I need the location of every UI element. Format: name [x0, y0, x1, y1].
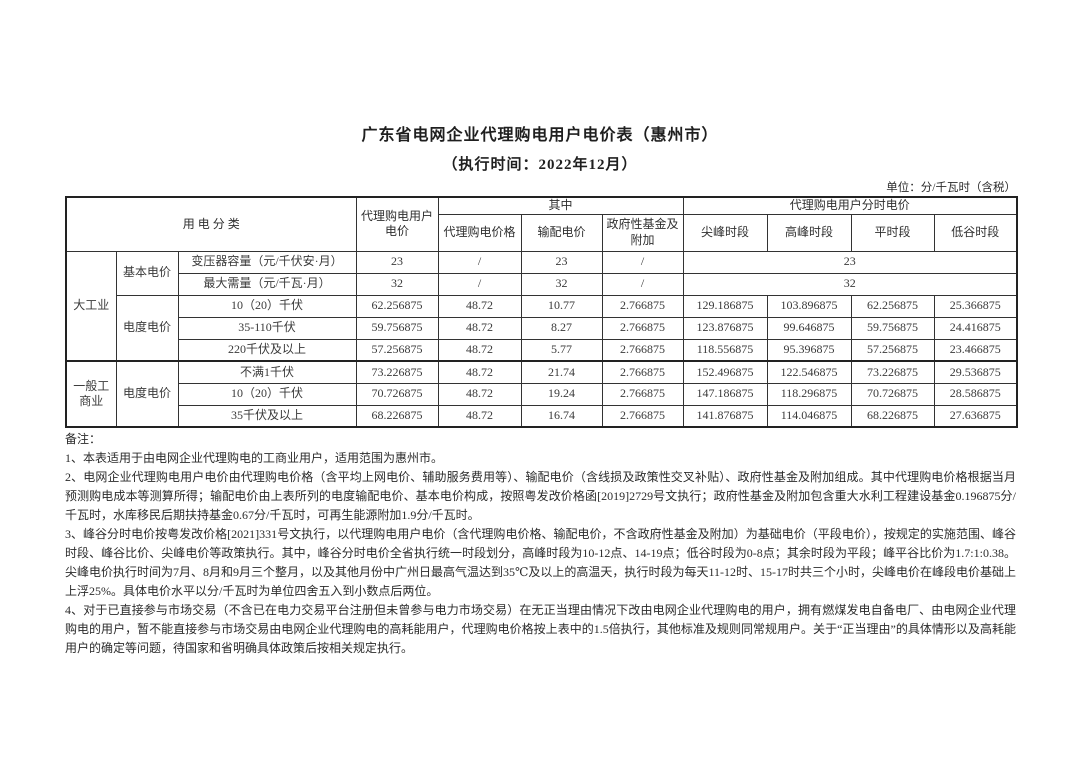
cell-sharp: 129.186875 [682, 294, 768, 318]
cell-fund: 2.766875 [601, 294, 684, 318]
cell-valley: 24.416875 [933, 316, 1018, 340]
cell-transmission: 10.77 [520, 294, 603, 318]
header-transmission-price: 输配电价 [520, 213, 603, 252]
price-table: 用 电 分 类 代理购电用户电价 其中 代理购电用户分时电价 代理购电价格 输配… [65, 196, 1019, 429]
cell-peak: 103.896875 [766, 294, 852, 318]
cell-flat: 68.226875 [850, 404, 935, 428]
cell-price: 70.726875 [355, 382, 439, 406]
cell-price: 57.256875 [355, 338, 439, 362]
cell-peak: 118.296875 [766, 382, 852, 406]
header-agency-price: 代理购电价格 [437, 213, 522, 252]
cell-flat: 59.756875 [850, 316, 935, 340]
notes-section: 备注： 1、本表适用于由电网企业代理购电的工商业用户，适用范围为惠州市。 2、电… [65, 430, 1016, 658]
notes-label: 备注： [65, 432, 102, 446]
note-item-3: 3、峰谷分时电价按粤发改价格[2021]331号文执行，以代理购电用户电价（含代… [65, 527, 1016, 598]
cell-flat: 70.726875 [850, 382, 935, 406]
cell-tou-merged: 23 [682, 250, 1018, 274]
cell-sharp: 141.876875 [682, 404, 768, 428]
cell-price: 62.256875 [355, 294, 439, 318]
cell-item: 35-110千伏 [177, 316, 357, 340]
cell-valley: 28.586875 [933, 382, 1018, 406]
cell-item: 35千伏及以上 [177, 404, 357, 428]
cell-sharp: 118.556875 [682, 338, 768, 362]
cell-peak: 95.396875 [766, 338, 852, 362]
cell-sharp: 123.876875 [682, 316, 768, 340]
note-item-1: 1、本表适用于由电网企业代理购电的工商业用户，适用范围为惠州市。 [65, 451, 444, 465]
cell-valley: 25.366875 [933, 294, 1018, 318]
cell-fund: 2.766875 [601, 338, 684, 362]
cell-valley: 27.636875 [933, 404, 1018, 428]
cell-item: 10（20）千伏 [177, 382, 357, 406]
page-subtitle: （执行时间：2022年12月） [442, 157, 638, 173]
cell-item: 变压器容量（元/千伏安·月） [177, 250, 357, 274]
cell-price: 73.226875 [355, 360, 439, 384]
cell-item: 不满1千伏 [177, 360, 357, 384]
header-gov-fund: 政府性基金及附加 [601, 213, 684, 252]
header-tou: 代理购电用户分时电价 [682, 196, 1018, 215]
cell-transmission: 16.74 [520, 404, 603, 428]
cell-transmission: 8.27 [520, 316, 603, 340]
cell-price: 23 [355, 250, 439, 274]
cell-peak: 122.546875 [766, 360, 852, 384]
cell-price: 59.756875 [355, 316, 439, 340]
header-sharp-peak: 尖峰时段 [682, 213, 768, 252]
cell-tou-merged: 32 [682, 272, 1018, 296]
page-title: 广东省电网企业代理购电用户电价表（惠州市） [361, 127, 719, 144]
cell-sharp: 152.496875 [682, 360, 768, 384]
cell-valley: 29.536875 [933, 360, 1018, 384]
cell-fund: / [601, 250, 684, 274]
group-general-industry: 一般工 商业 [65, 360, 117, 428]
cell-transmission: 21.74 [520, 360, 603, 384]
cell-sharp: 147.186875 [682, 382, 768, 406]
cell-transmission: 32 [520, 272, 603, 296]
cell-agency: 48.72 [437, 338, 522, 362]
cell-transmission: 5.77 [520, 338, 603, 362]
subgroup-basic-price: 基本电价 [115, 250, 179, 296]
cell-item: 最大需量（元/千瓦·月） [177, 272, 357, 296]
cell-fund: 2.766875 [601, 316, 684, 340]
cell-flat: 57.256875 [850, 338, 935, 362]
header-flat: 平时段 [850, 213, 935, 252]
header-among: 其中 [437, 196, 684, 215]
cell-peak: 99.646875 [766, 316, 852, 340]
cell-agency: 48.72 [437, 360, 522, 384]
cell-agency: 48.72 [437, 382, 522, 406]
cell-price: 68.226875 [355, 404, 439, 428]
cell-agency: 48.72 [437, 404, 522, 428]
cell-price: 32 [355, 272, 439, 296]
note-item-4: 4、对于已直接参与市场交易（不含已在电力交易平台注册但未曾参与电力市场交易）在无… [65, 603, 1016, 655]
cell-fund: 2.766875 [601, 360, 684, 384]
cell-fund: / [601, 272, 684, 296]
unit-note: 单位：分/千瓦时（含税） [886, 182, 1016, 194]
cell-item: 10（20）千伏 [177, 294, 357, 318]
cell-item: 220千伏及以上 [177, 338, 357, 362]
header-peak: 高峰时段 [766, 213, 852, 252]
header-agency-user-price: 代理购电用户电价 [355, 196, 439, 252]
header-valley: 低谷时段 [933, 213, 1018, 252]
note-item-2: 2、电网企业代理购电用户电价由代理购电价格（含平均上网电价、辅助服务费用等）、输… [65, 470, 1016, 522]
cell-transmission: 19.24 [520, 382, 603, 406]
cell-agency: / [437, 250, 522, 274]
cell-agency: 48.72 [437, 316, 522, 340]
cell-fund: 2.766875 [601, 382, 684, 406]
cell-peak: 114.046875 [766, 404, 852, 428]
cell-valley: 23.466875 [933, 338, 1018, 362]
subgroup-energy-price: 电度电价 [115, 360, 179, 428]
subgroup-energy-price: 电度电价 [115, 294, 179, 362]
cell-flat: 62.256875 [850, 294, 935, 318]
cell-flat: 73.226875 [850, 360, 935, 384]
header-classification: 用 电 分 类 [65, 196, 357, 252]
group-large-industry: 大工业 [65, 250, 117, 362]
cell-fund: 2.766875 [601, 404, 684, 428]
cell-agency: 48.72 [437, 294, 522, 318]
cell-agency: / [437, 272, 522, 296]
cell-transmission: 23 [520, 250, 603, 274]
